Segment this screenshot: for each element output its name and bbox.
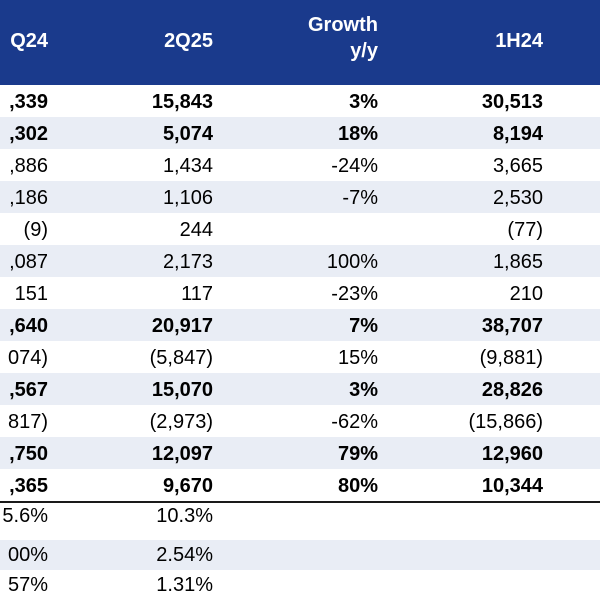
table-row: ,186 1,106 -7% 2,530 <box>0 181 600 213</box>
table-cell: (5,847) <box>149 347 213 369</box>
table-cell: ,886 <box>9 155 48 177</box>
ratio-cell: 1.31% <box>156 574 213 596</box>
ratio-cell: 2.54% <box>156 544 213 566</box>
table-cell: -62% <box>331 411 378 433</box>
table-row: ,339 15,843 3% 30,513 <box>0 85 600 117</box>
table-cell: 1,865 <box>492 251 543 273</box>
table-cell: 100% <box>326 251 378 273</box>
table-row: ,886 1,434 -24% 3,665 <box>0 149 600 181</box>
ratio-row: 00% 2.54% <box>0 540 600 570</box>
table-cell: 244 <box>179 219 213 241</box>
header-quarter-2q24: Q24 <box>10 30 48 52</box>
table-cell: (9) <box>23 219 48 241</box>
table-cell: 5,074 <box>162 123 213 145</box>
table-cell: (15,866) <box>468 411 544 433</box>
table-row: ,567 15,070 3% 28,826 <box>0 373 600 405</box>
table-cell: ,087 <box>9 251 48 273</box>
table-cell: 3% <box>349 91 378 113</box>
table-cell: 15,070 <box>151 379 213 401</box>
table-row: 074) (5,847) 15% (9,881) <box>0 341 600 373</box>
header-quarter-2q25: 2Q25 <box>164 30 213 52</box>
table-cell: ,640 <box>9 315 48 337</box>
table-cell: 817) <box>7 411 48 433</box>
table-cell: ,567 <box>9 379 48 401</box>
header-half-1h24: 1H24 <box>495 30 543 52</box>
table-cell: -24% <box>331 155 378 177</box>
table-cell: 9,670 <box>162 475 213 497</box>
table-cell: 210 <box>509 283 543 305</box>
table-cell: 20,917 <box>151 315 213 337</box>
table-row: ,302 5,074 18% 8,194 <box>0 117 600 149</box>
table-cell: 151 <box>14 283 48 305</box>
table-row: ,365 9,670 80% 10,344 <box>0 469 600 501</box>
table-cell: 80% <box>337 475 378 497</box>
ratio-cell: 57% <box>7 574 48 596</box>
table-cell: 30,513 <box>481 91 543 113</box>
table-cell: 7% <box>349 315 378 337</box>
table-cell: 28,826 <box>481 379 543 401</box>
header-yy-label: y/y <box>350 40 378 62</box>
table-cell: 38,707 <box>481 315 543 337</box>
table-row: ,750 12,097 79% 12,960 <box>0 437 600 469</box>
table-cell: (77) <box>507 219 543 241</box>
ratio-cell: 00% <box>7 544 48 566</box>
table-cell: 15% <box>337 347 378 369</box>
ratio-cell: 10.3% <box>156 505 213 527</box>
table-row: ,640 20,917 7% 38,707 <box>0 309 600 341</box>
table-row: ,087 2,173 100% 1,865 <box>0 245 600 277</box>
table-cell: 10,344 <box>481 475 543 497</box>
table-cell: 79% <box>337 443 378 465</box>
ratio-row: 57% 1.31% <box>0 570 600 600</box>
table-cell: ,365 <box>9 475 48 497</box>
section-divider <box>0 501 600 503</box>
table-cell: 1,106 <box>162 187 213 209</box>
table-cell: 12,960 <box>481 443 543 465</box>
table-cell: 074) <box>7 347 48 369</box>
table-row: 817) (2,973) -62% (15,866) <box>0 405 600 437</box>
table-cell: 2,530 <box>492 187 543 209</box>
table-cell: 12,097 <box>151 443 213 465</box>
table-cell: 3,665 <box>492 155 543 177</box>
table-row: 151 117 -23% 210 <box>0 277 600 309</box>
header-growth-yy: Growth y/y <box>308 12 378 64</box>
table-cell: (2,973) <box>149 411 213 433</box>
header-growth-label: Growth <box>308 14 378 36</box>
table-cell: 18% <box>337 123 378 145</box>
table-cell: -7% <box>342 187 378 209</box>
table-cell: ,339 <box>9 91 48 113</box>
table-cell: (9,881) <box>479 347 543 369</box>
table-cell: 8,194 <box>492 123 543 145</box>
table-cell: 15,843 <box>151 91 213 113</box>
table-cell: -23% <box>331 283 378 305</box>
table-cell: 2,173 <box>162 251 213 273</box>
table-cell: ,302 <box>9 123 48 145</box>
table-row: (9) 244 (77) <box>0 213 600 245</box>
table-cell: 1,434 <box>162 155 213 177</box>
ratio-cell: 5.6% <box>2 505 48 527</box>
table-cell: ,186 <box>9 187 48 209</box>
table-cell: 117 <box>181 283 213 305</box>
table-cell: ,750 <box>9 443 48 465</box>
table-cell: 3% <box>349 379 378 401</box>
ratio-row: 5.6% 10.3% <box>0 496 600 536</box>
table-header: Q24 2Q25 Growth y/y 1H24 <box>0 0 600 85</box>
